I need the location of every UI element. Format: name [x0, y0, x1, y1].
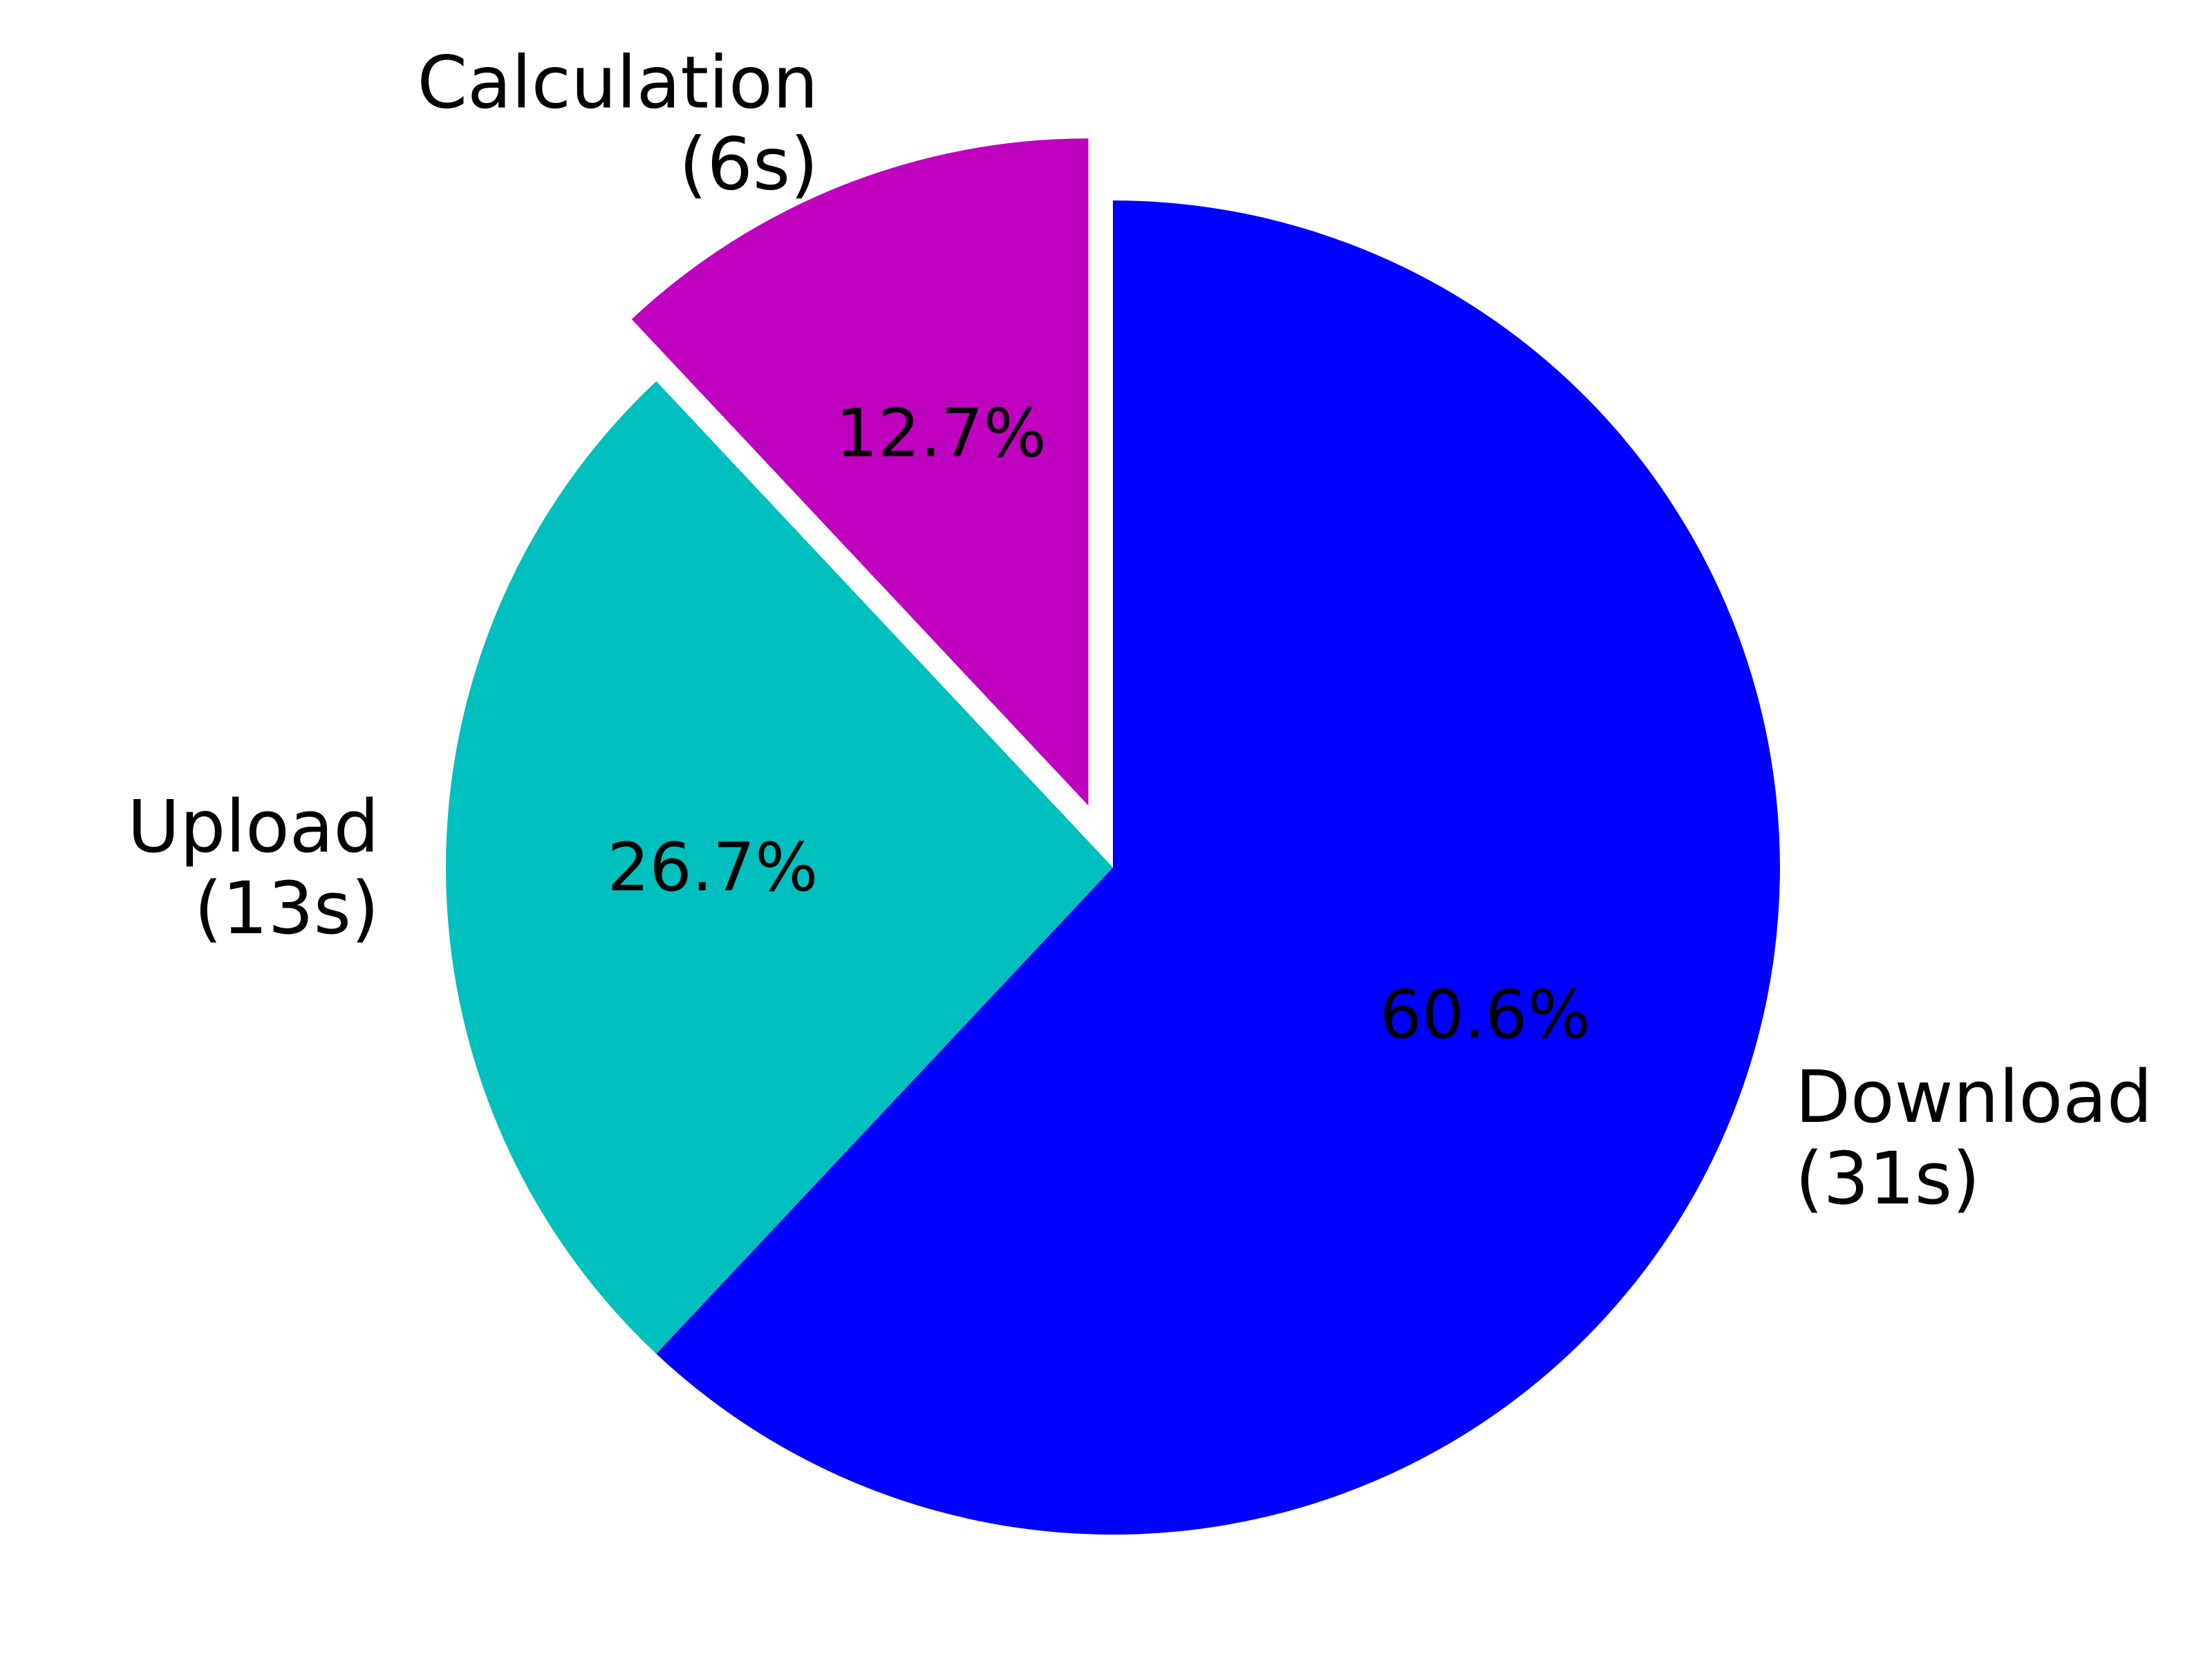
pie-category-name-upload: Upload [127, 785, 379, 869]
pie-slice-upload [446, 381, 1113, 1354]
pie-category-label-calculation: Calculation (6s) [418, 40, 818, 206]
pie-percent-label-calculation: 12.7% [836, 395, 1047, 472]
pie-category-label-download: Download (31s) [1795, 1055, 2153, 1221]
pie-category-duration-upload: (13s) [194, 866, 379, 950]
pie-percent-label-download: 60.6% [1380, 976, 1591, 1053]
pie-slices [446, 138, 1780, 1535]
pie-category-duration-download: (31s) [1795, 1136, 1980, 1221]
pie-labels: 12.7% Calculation (6s) 26.7% Upload (13s) 60.6… [127, 40, 2153, 1220]
pie-slice-download [656, 200, 1780, 1535]
pie-category-duration-calculation: (6s) [679, 122, 818, 206]
pie-category-name-calculation: Calculation [418, 40, 818, 124]
pie-percent-label-upload: 26.7% [608, 829, 818, 906]
pie-category-name-download: Download [1795, 1055, 2153, 1139]
pie-slice-calculation [631, 138, 1089, 806]
pie-category-label-upload: Upload (13s) [127, 785, 379, 950]
